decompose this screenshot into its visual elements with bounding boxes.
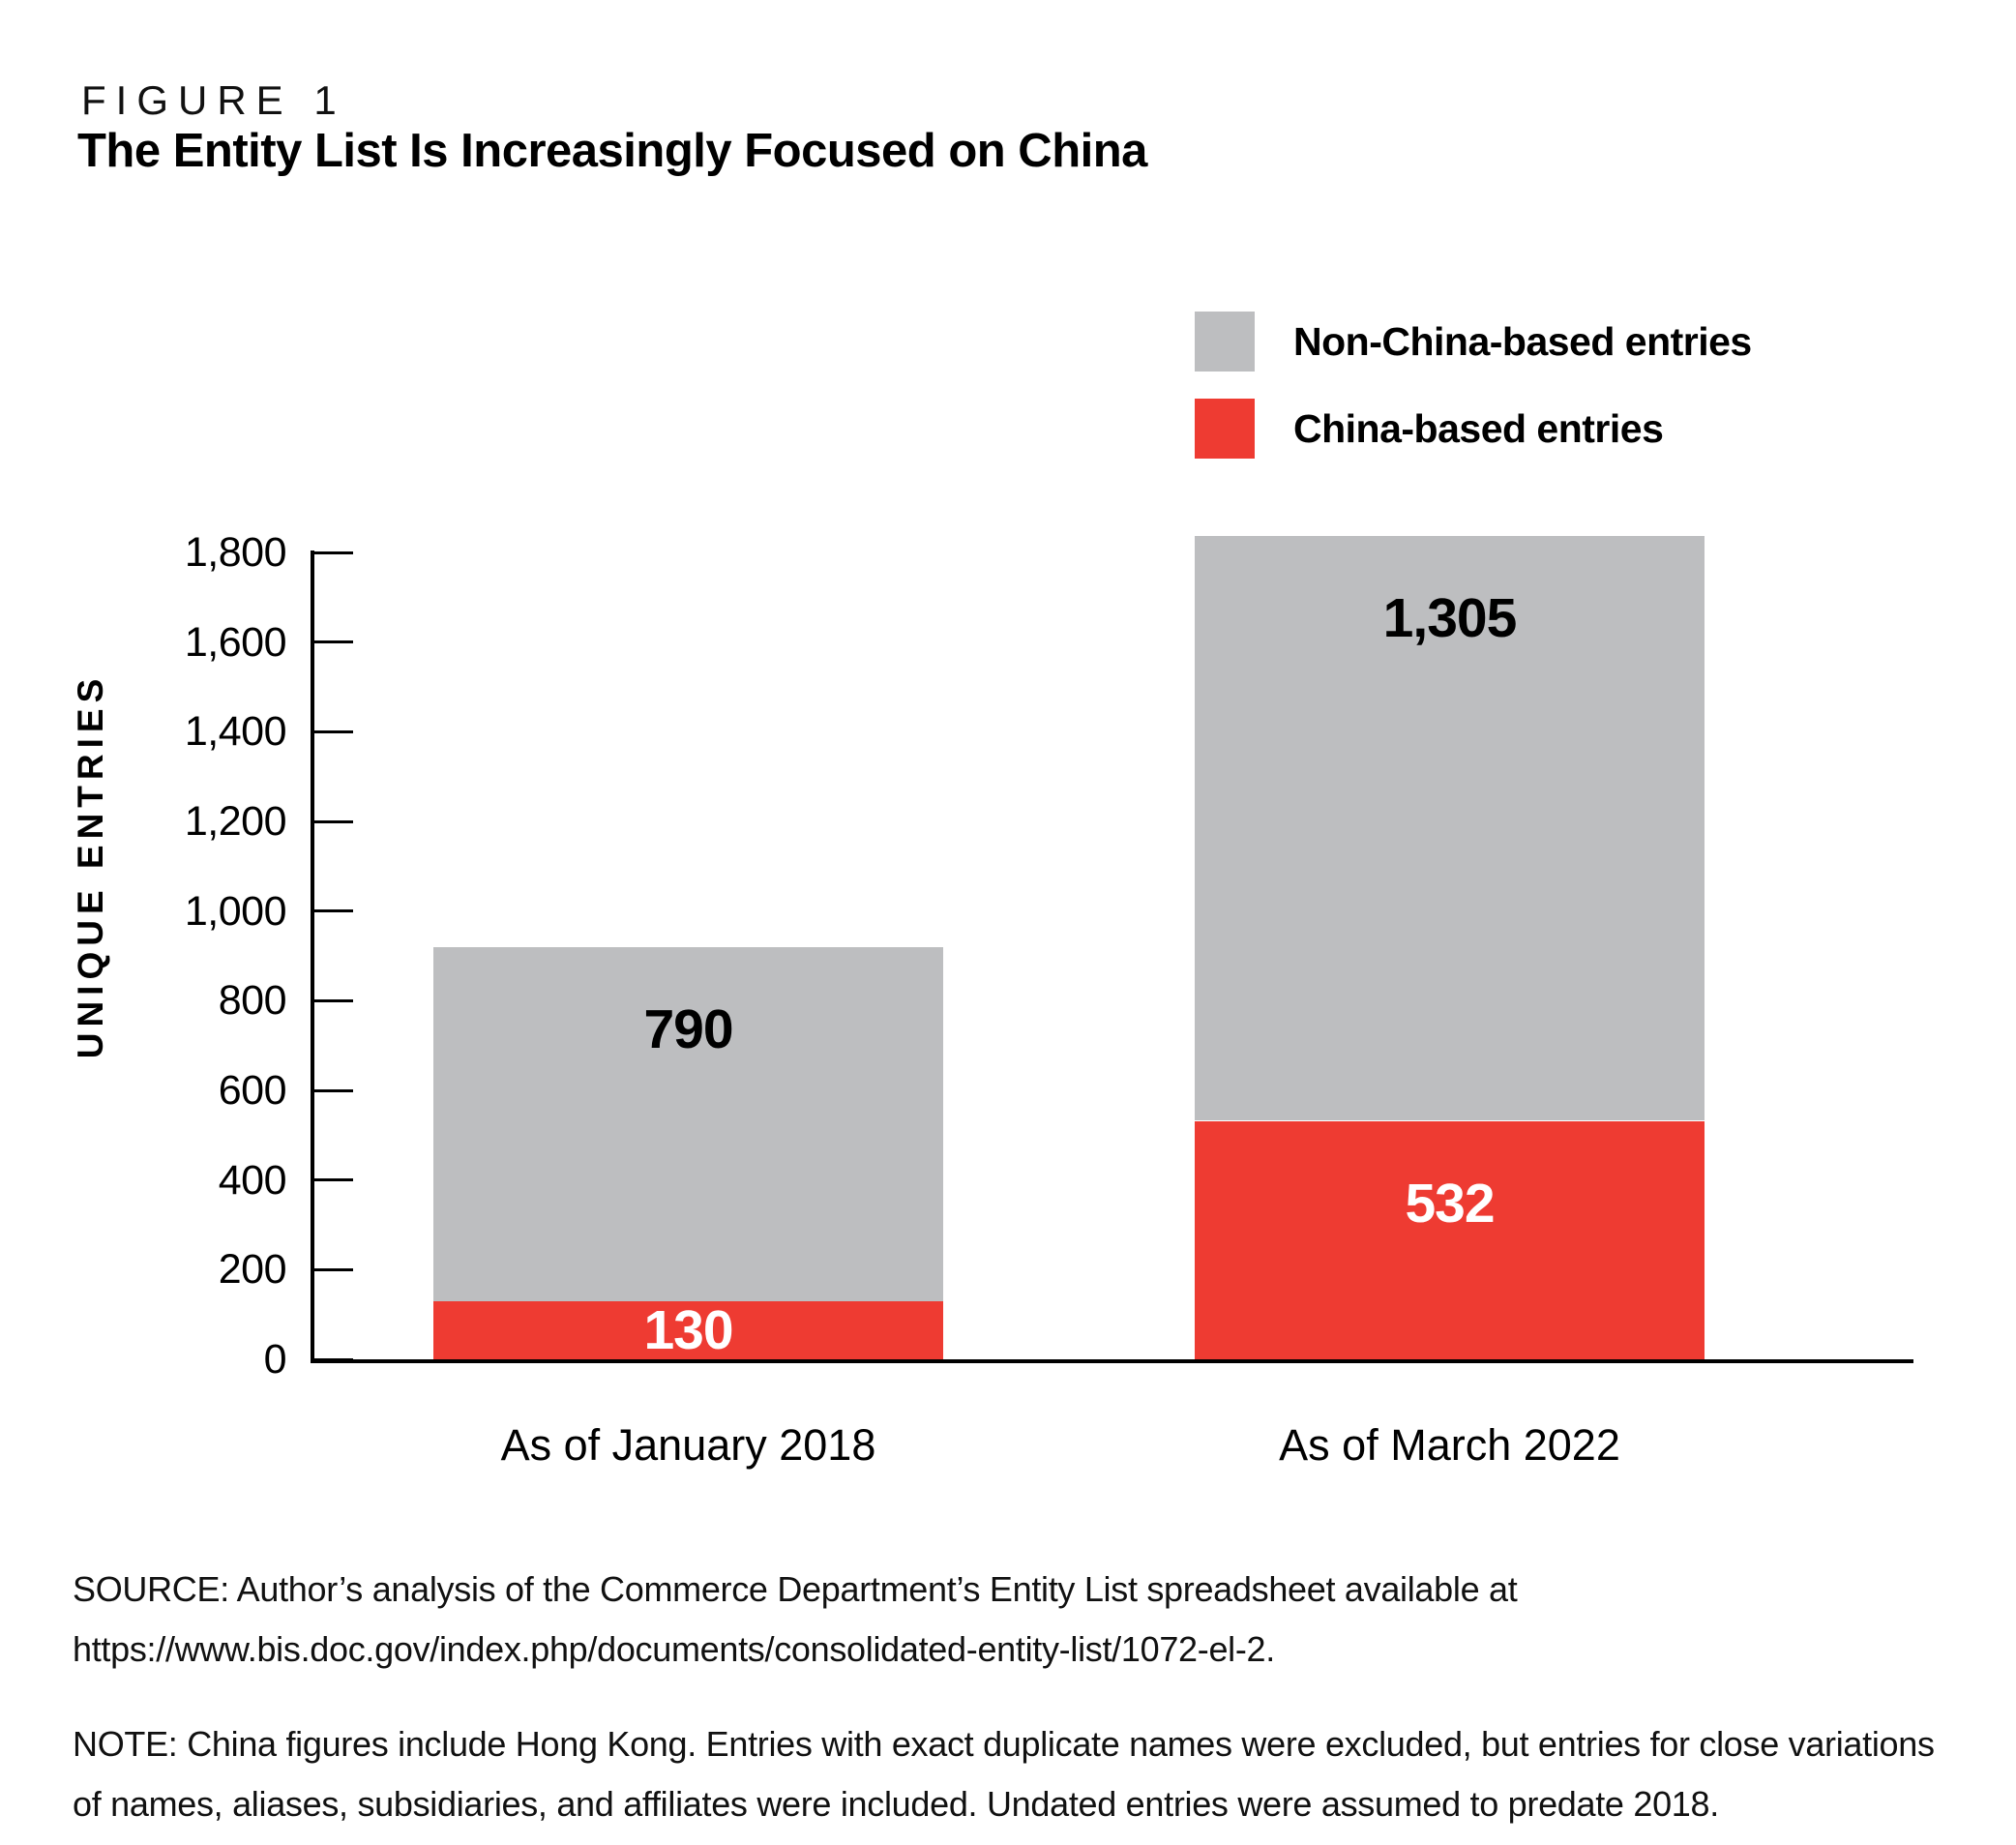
bar-segment-china-0-value-label: 130: [643, 1298, 733, 1361]
y-axis-line: [311, 551, 314, 1363]
y-axis-tick-label: 1,600: [184, 618, 287, 666]
y-axis-tick-label: 1,800: [184, 529, 287, 576]
legend-swatch-china: [1195, 399, 1255, 459]
legend: Non-China-based entries China-based entr…: [1195, 312, 1752, 486]
bar-segment-china-1-value-label: 532: [1405, 1172, 1495, 1235]
y-axis-tick: [312, 1267, 353, 1271]
source-note: SOURCE: Author’s analysis of the Commerc…: [73, 1560, 1998, 1680]
chart-title: The Entity List Is Increasingly Focused …: [77, 125, 1147, 177]
legend-item-china: China-based entries: [1195, 399, 1752, 459]
bar-segment-china-1: [1195, 1120, 1705, 1359]
x-axis-line: [311, 1359, 1913, 1363]
source-line-2: https://www.bis.doc.gov/index.php/docume…: [73, 1629, 1275, 1669]
note-line-2: of names, aliases, subsidiaries, and aff…: [73, 1784, 1719, 1824]
legend-label-china: China-based entries: [1293, 405, 1664, 451]
bar-segment-non-china-0-value-label: 790: [643, 997, 733, 1060]
legend-item-non-china: Non-China-based entries: [1195, 312, 1752, 372]
y-axis-tick: [312, 1357, 353, 1361]
y-axis-tick-label: 600: [218, 1067, 287, 1114]
bar-segment-non-china-0: [433, 946, 943, 1301]
legend-swatch-non-china: [1195, 312, 1255, 372]
y-axis-tick-label: 800: [218, 977, 287, 1025]
y-axis-tick-label: 1,200: [184, 798, 287, 845]
x-category-label-2018: As of January 2018: [500, 1420, 876, 1470]
y-axis-tick-label: 200: [218, 1246, 287, 1294]
y-axis-tick-label: 1,000: [184, 887, 287, 935]
y-axis-tick: [312, 998, 353, 1002]
bar-segment-non-china-1-value-label: 1,305: [1382, 586, 1518, 649]
note-line-1: NOTE: China figures include Hong Kong. E…: [73, 1724, 1935, 1764]
y-axis-tick: [312, 729, 353, 733]
y-axis-tick: [312, 1088, 353, 1092]
methodology-note: NOTE: China figures include Hong Kong. E…: [73, 1714, 1998, 1834]
y-axis-tick-label: 400: [218, 1156, 287, 1204]
y-axis-tick: [312, 640, 353, 644]
legend-label-non-china: Non-China-based entries: [1293, 318, 1752, 364]
source-line-1: SOURCE: Author’s analysis of the Commerc…: [73, 1569, 1518, 1609]
y-axis-tick-label: 0: [263, 1336, 287, 1383]
y-axis-tick: [312, 1178, 353, 1182]
y-axis-tick: [312, 819, 353, 823]
y-axis-tick: [312, 551, 353, 554]
bar-segment-non-china-1: [1195, 535, 1705, 1121]
y-axis-tick: [312, 909, 353, 913]
figure-label: FIGURE 1: [81, 77, 346, 123]
x-category-label-2022: As of March 2022: [1279, 1420, 1620, 1470]
y-axis-tick-label: 1,400: [184, 708, 287, 756]
bar-segment-china-0: [433, 1300, 943, 1359]
